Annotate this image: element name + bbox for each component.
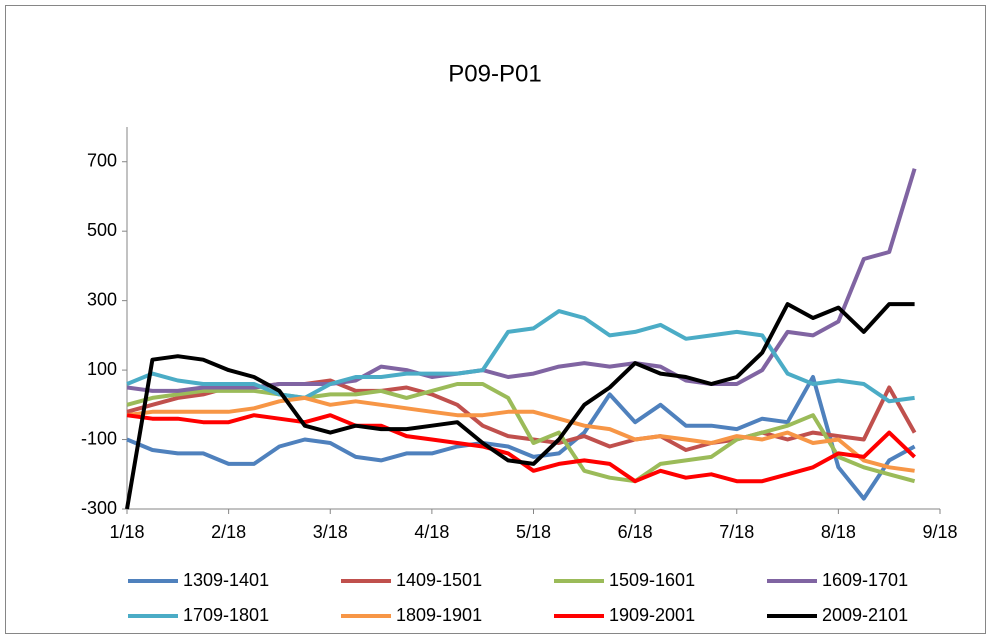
x-tick-label: 3/18 [313, 522, 348, 542]
series-line [126, 382, 916, 484]
x-tick-label: 8/18 [821, 522, 856, 542]
x-tick-label: 1/18 [109, 522, 144, 542]
legend-label: 1409-1501 [396, 570, 482, 590]
y-tick-label: 700 [87, 150, 117, 170]
x-tick-label: 9/18 [922, 522, 957, 542]
legend-label: 1609-1701 [822, 570, 908, 590]
legend-label: 1909-2001 [609, 605, 695, 625]
legend-label: 1309-1401 [183, 570, 269, 590]
x-tick-label: 5/18 [516, 522, 551, 542]
legend-label: 2009-2101 [822, 605, 908, 625]
series-line [126, 309, 915, 404]
series-line [126, 375, 916, 501]
legend-label: 1709-1801 [183, 605, 269, 625]
y-tick-label: 300 [87, 289, 117, 309]
legend-label: 1809-1901 [396, 605, 482, 625]
x-tick-label: 2/18 [211, 522, 246, 542]
y-tick-label: -100 [81, 428, 117, 448]
legend-label: 1509-1601 [609, 570, 695, 590]
chart-title: P09-P01 [448, 60, 541, 87]
y-tick-label: -300 [81, 498, 117, 518]
x-tick-label: 4/18 [414, 522, 449, 542]
y-tick-label: 500 [87, 220, 117, 240]
series-line [125, 302, 915, 510]
x-tick-label: 6/18 [618, 522, 653, 542]
y-tick-label: 100 [87, 359, 117, 379]
x-tick-label: 7/18 [719, 522, 754, 542]
series-line [126, 395, 915, 473]
chart-border [5, 5, 986, 634]
